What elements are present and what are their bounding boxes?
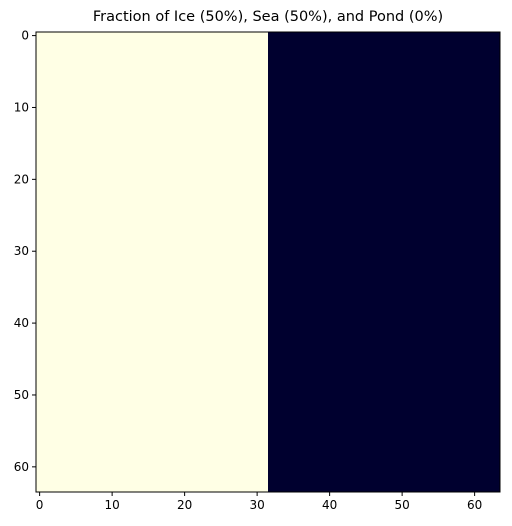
y-tick-label: 60 <box>14 460 29 474</box>
y-tick-label: 40 <box>14 316 29 330</box>
y-tick-label: 20 <box>14 172 29 186</box>
x-tick-label: 30 <box>249 498 264 512</box>
x-tick-label: 40 <box>322 498 337 512</box>
y-tick-label: 30 <box>14 244 29 258</box>
y-tick-label: 0 <box>21 29 29 43</box>
x-axis: 0 10 20 30 40 50 60 <box>36 492 482 512</box>
x-tick-label: 20 <box>177 498 192 512</box>
y-axis: 0 10 20 30 40 50 60 <box>14 29 36 474</box>
y-tick-label: 50 <box>14 388 29 402</box>
x-tick-label: 10 <box>104 498 119 512</box>
region-sea <box>268 32 500 492</box>
y-tick-label: 10 <box>14 100 29 114</box>
region-ice <box>36 32 268 492</box>
chart-title: Fraction of Ice (50%), Sea (50%), and Po… <box>93 9 443 25</box>
x-tick-label: 0 <box>36 498 44 512</box>
x-tick-label: 50 <box>394 498 409 512</box>
x-tick-label: 60 <box>467 498 482 512</box>
heatmap-cells <box>36 32 500 492</box>
